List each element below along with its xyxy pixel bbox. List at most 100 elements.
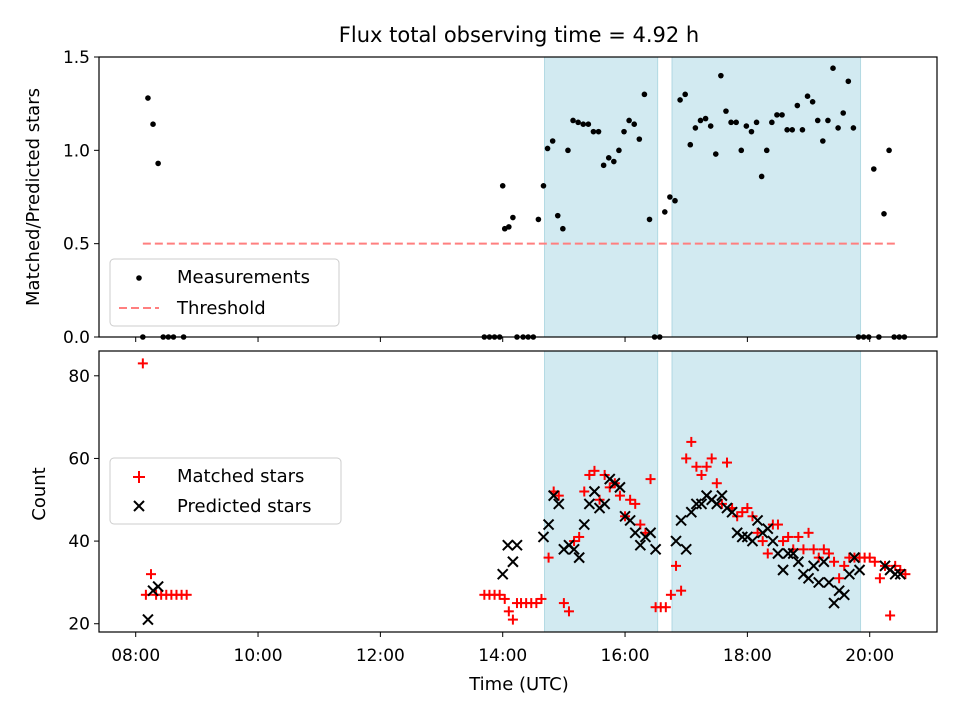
predicted-star-point	[802, 572, 815, 584]
measurement-point	[763, 147, 770, 154]
measurement-point	[626, 117, 632, 124]
bottom-y-axis: 20 40 60 80	[68, 367, 99, 635]
predicted-star-point	[695, 498, 708, 510]
predicted-star-point	[649, 543, 662, 556]
measurement-point	[748, 128, 755, 135]
matched-star-point	[803, 527, 814, 538]
matched-star-point	[181, 589, 192, 600]
bottom-x-tick-label: 14:00	[478, 646, 527, 666]
predicted-star-point	[746, 535, 759, 547]
top-shaded-interval-0	[544, 56, 659, 338]
predicted-star-point	[675, 514, 687, 527]
measurement-point	[646, 216, 653, 223]
bottom-x-tick-label: 20:00	[845, 646, 894, 666]
top-y-axis: 0.0 0.5 1.0 1.5	[63, 48, 99, 348]
measurement-point	[535, 216, 542, 223]
matched-star-point	[900, 569, 911, 580]
matched-star-point	[589, 465, 600, 476]
matched-star-point	[752, 527, 763, 538]
measurement-point	[499, 183, 506, 189]
matched-star-point	[762, 548, 773, 559]
matched-star-point	[665, 589, 676, 600]
matched-star-point	[507, 614, 518, 625]
bottom-x-tick-label: 16:00	[601, 646, 650, 666]
matched-star-point	[691, 461, 702, 472]
measurement-point	[506, 224, 512, 230]
legend-measurements-marker	[136, 275, 142, 281]
matched-star-point	[839, 560, 850, 571]
matched-star-point	[676, 585, 687, 596]
matched-star-point	[137, 358, 148, 369]
bottom-y-tick-label: 60	[68, 449, 90, 469]
matched-star-point	[558, 598, 569, 609]
measurement-point	[544, 145, 551, 152]
measurement-point	[155, 160, 161, 167]
matched-star-point	[874, 573, 885, 584]
predicted-star-point	[573, 551, 585, 564]
measurement-point	[814, 117, 821, 124]
measurement-point	[850, 125, 857, 131]
bottom-y-tick-label: 40	[68, 532, 90, 552]
predicted-star-point	[502, 539, 514, 551]
legend-threshold-label: Threshold	[176, 298, 266, 319]
bottom-legend: Matched stars Predicted stars	[109, 457, 342, 525]
measurement-point	[549, 138, 556, 144]
measurement-point	[753, 119, 760, 126]
measurement-point	[697, 117, 704, 124]
measurement-point	[870, 166, 877, 172]
predicted-star-point	[726, 506, 738, 518]
measurement-point	[799, 127, 806, 133]
measurement-point	[886, 147, 892, 154]
measurement-point	[560, 225, 566, 232]
bottom-y-tick-label: 20	[68, 615, 90, 635]
matched-star-point	[772, 519, 783, 530]
predicted-star-point	[614, 481, 626, 494]
measurement-point	[733, 119, 739, 126]
predicted-star-point	[813, 576, 825, 589]
measurement-point	[595, 128, 602, 135]
measurement-point	[605, 155, 612, 161]
matched-star-point	[823, 548, 834, 559]
predicted-star-point	[152, 580, 164, 593]
predicted-star-point	[690, 498, 703, 510]
bottom-shaded-intervals	[544, 350, 862, 633]
predicted-star-point	[807, 560, 820, 572]
predicted-star-point	[736, 531, 748, 543]
measurement-point	[825, 117, 831, 124]
predicted-star-point	[782, 547, 794, 560]
matched-star-point	[885, 610, 896, 621]
matched-star-point	[630, 498, 641, 509]
predicted-star-point	[823, 576, 835, 589]
predicted-star-point	[762, 522, 774, 535]
measurement-point	[682, 91, 688, 98]
predicted-star-point	[511, 539, 523, 551]
predicted-star-point	[843, 568, 856, 580]
bottom-x-tick-label: 08:00	[111, 646, 160, 666]
matched-star-point	[818, 544, 829, 555]
matched-star-point	[834, 573, 845, 584]
predicted-star-point	[838, 589, 850, 601]
bottom-y-tick-label: 80	[68, 367, 90, 387]
predicted-star-point	[547, 489, 560, 502]
predicted-star-point	[598, 498, 611, 510]
measurement-point	[881, 211, 887, 217]
measurement-point	[540, 183, 547, 189]
measurement-point	[641, 91, 648, 98]
measurement-point	[840, 110, 847, 116]
measurement-point	[616, 147, 622, 154]
measurement-point	[150, 121, 156, 127]
measurement-point	[809, 99, 816, 105]
top-plot-frame	[98, 56, 938, 338]
top-legend: Measurements Threshold	[109, 258, 340, 327]
top-panel: Flux total observing time = 4.92 h 0.00.…	[23, 23, 938, 348]
predicted-star-point	[497, 568, 509, 580]
legend-predicted-label: Predicted stars	[177, 496, 311, 517]
matched-star-point	[721, 457, 732, 468]
measurement-point	[702, 115, 709, 122]
predicted-star-point	[772, 547, 784, 560]
legend-measurements-label: Measurements	[177, 267, 310, 288]
predicted-star-point	[828, 597, 840, 609]
matched-star-point	[808, 544, 819, 555]
measurement-point	[728, 119, 734, 126]
measurement-point	[510, 214, 516, 221]
